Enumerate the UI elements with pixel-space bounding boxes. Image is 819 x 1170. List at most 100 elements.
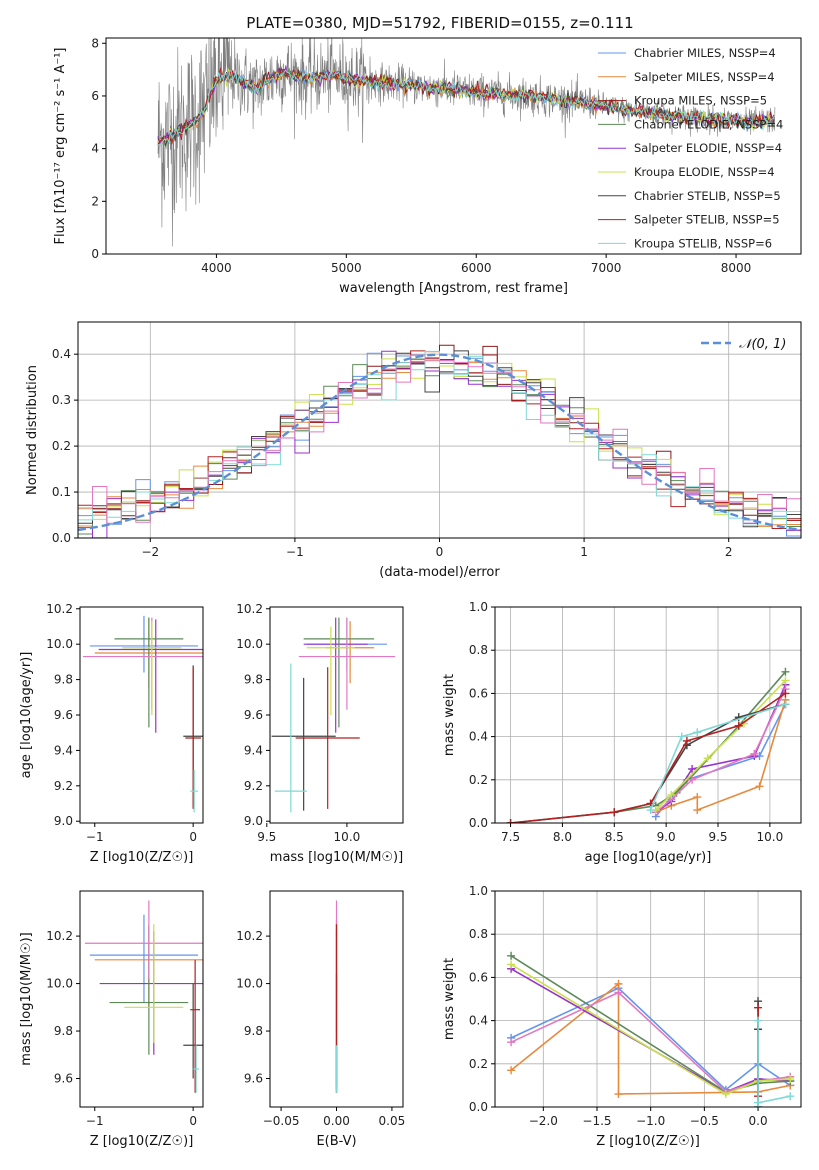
x-tick-label: 2 bbox=[725, 545, 733, 559]
residual-hist-axes: −2 −1 0 1 2 0.0 0.1 0.2 0.3 0.4 (data-model)/error… bbox=[25, 321, 802, 580]
mass-weight-marker bbox=[507, 1066, 516, 1075]
y-axis-label: age [log10(age/yr)] bbox=[19, 652, 34, 779]
legend-entry-label: Kroupa MILES, NSSP=5 bbox=[634, 94, 767, 108]
x-axis-label: mass [log10(M/M☉)] bbox=[270, 850, 403, 865]
y-tick-label: 0 bbox=[91, 247, 99, 261]
mass-weight-line bbox=[757, 1020, 791, 1107]
axes-frame bbox=[494, 606, 802, 824]
histogram-legend: 𝒩(0, 1) bbox=[701, 337, 786, 352]
histogram-step-6 bbox=[78, 358, 801, 520]
errorbar-point-1 bbox=[89, 615, 199, 673]
x-tick-label: −0.05 bbox=[263, 1114, 300, 1128]
mass-weight-marker bbox=[693, 728, 702, 737]
mass-weight-marker bbox=[703, 754, 712, 763]
histogram-step-7 bbox=[78, 350, 801, 528]
mass-weight-marker bbox=[754, 1003, 763, 1012]
y-tick-label: 9.6 bbox=[54, 708, 73, 722]
y-tick-label: 1.0 bbox=[469, 600, 488, 614]
y-tick-label: 9.8 bbox=[244, 673, 263, 687]
y-tick-label: 9.8 bbox=[54, 1024, 73, 1038]
errorbar-point-6 bbox=[306, 626, 355, 715]
mass-weight-marker bbox=[614, 979, 623, 988]
mass-weight-series-6 bbox=[651, 676, 790, 815]
mass-vs-Z-axes: −1 0 9.6 9.8 10.0 10.2 Z [log10(Z/Z☉)] mass [lo… bbox=[19, 890, 204, 1149]
legend-entry-label: Kroupa ELODIE, NSSP=4 bbox=[634, 165, 775, 179]
mass-weight-line bbox=[510, 963, 791, 1095]
x-tick-label: 7.5 bbox=[501, 830, 520, 844]
legend-entry-label: Salpeter ELODIE, NSSP=4 bbox=[634, 141, 782, 155]
residual-hist-plot-area bbox=[78, 344, 801, 538]
y-tick-label: 9.6 bbox=[244, 708, 263, 722]
y-tick-label: 10.2 bbox=[46, 929, 73, 943]
age-vs-mass-panel: 9.5 10.0 9.0 9.2 9.4 9.6 9.8 10.0 10.2 mass [log1… bbox=[236, 602, 404, 865]
mass-weight-series-9 bbox=[754, 1016, 795, 1107]
massweight-vs-age-axes: 7.5 8.0 8.5 9.0 9.5 10.0 0.0 0.2 0.4 0.6 0.8 1.0 age… bbox=[442, 600, 802, 865]
errorbar-point-3 bbox=[98, 619, 203, 733]
y-tick-label: 10.0 bbox=[46, 977, 73, 991]
mass-weight-marker bbox=[721, 1090, 730, 1099]
y-tick-label: 9.6 bbox=[54, 1072, 73, 1086]
mass-vs-metallicity-panel: −1 0 9.6 9.8 10.0 10.2 Z [log10(Z/Z☉)] mass [lo… bbox=[19, 890, 204, 1149]
massweight-vs-metallicity-panel: −2.0 −1.5 −1.0 −0.5 0.0 0.0 0.2 0.4 0.6 0.8 1.0 Z [… bbox=[442, 884, 802, 1149]
age-vs-mass-plot-area bbox=[271, 617, 395, 813]
y-axis-label: Flux [fλ10⁻¹⁷ erg cm⁻² s⁻¹ A⁻¹] bbox=[53, 48, 68, 245]
y-tick-label: 9.0 bbox=[244, 814, 263, 828]
mass-weight-marker bbox=[506, 819, 515, 823]
x-tick-label: 5000 bbox=[331, 261, 362, 275]
y-tick-label: 0.0 bbox=[52, 531, 71, 545]
y-tick-label: 9.0 bbox=[54, 814, 73, 828]
spectrum-panel: 4000 5000 6000 7000 8000 0 2 4 6 8 wavelength [Ang… bbox=[53, 36, 802, 296]
spectrum-data-line bbox=[157, 38, 776, 247]
x-tick-label: −2.0 bbox=[529, 1114, 558, 1128]
residual-histogram-panel: −2 −1 0 1 2 0.0 0.1 0.2 0.3 0.4 (data-model)/error… bbox=[25, 321, 802, 580]
mass-weight-marker bbox=[677, 732, 686, 741]
errorbar-point-3 bbox=[303, 617, 368, 733]
x-tick-label: 8.0 bbox=[553, 830, 572, 844]
figure-title: PLATE=0380, MJD=51792, FIBERID=0155, z=0… bbox=[246, 14, 633, 32]
mass-weight-marker bbox=[688, 765, 697, 773]
errorbar-point-9 bbox=[190, 769, 199, 813]
x-tick-label: 8.5 bbox=[605, 830, 624, 844]
y-axis-label: mass weight bbox=[442, 674, 457, 756]
x-tick-label: 9.5 bbox=[257, 830, 276, 844]
mass-weight-marker bbox=[682, 736, 691, 745]
y-tick-label: 9.2 bbox=[244, 779, 263, 793]
mass-vs-Z-plot-area bbox=[84, 900, 203, 1093]
x-tick-label: −0.5 bbox=[690, 1114, 719, 1128]
errorbar-point-8 bbox=[295, 667, 360, 809]
massweight-vs-age-grid bbox=[495, 606, 801, 824]
mass-weight-marker bbox=[754, 1098, 763, 1107]
spectrum-legend: Chabrier MILES, NSSP=4 Salpeter MILES, NS… bbox=[598, 46, 783, 250]
mass-vs-ebv-panel: −0.05 0.00 0.05 9.6 9.8 10.0 10.2 E(B-V) bbox=[236, 890, 405, 1149]
y-tick-label: 0.8 bbox=[469, 927, 488, 941]
legend-entry-label: Salpeter MILES, NSSP=4 bbox=[634, 70, 775, 84]
histogram-step-9 bbox=[78, 350, 801, 530]
age-vs-Z-plot-area bbox=[82, 615, 203, 813]
legend-entry-label: Chabrier ELODIE, NSSP=4 bbox=[634, 117, 783, 131]
age-vs-mass-axes: 9.5 10.0 9.0 9.2 9.4 9.6 9.8 10.0 10.2 mass [log1… bbox=[236, 602, 404, 865]
massweight-vs-Z-plot-area bbox=[507, 951, 795, 1107]
mass-weight-marker bbox=[507, 951, 516, 960]
gaussian-curve bbox=[78, 353, 799, 532]
errorbar-point-9 bbox=[193, 1045, 200, 1093]
mass-vs-ebv-axes: −0.05 0.00 0.05 9.6 9.8 10.0 10.2 E(B-V) bbox=[236, 890, 405, 1149]
y-tick-label: 0.0 bbox=[469, 1100, 488, 1114]
x-tick-label: −1 bbox=[86, 1114, 104, 1128]
mass-weight-marker bbox=[781, 689, 790, 698]
y-axis-label: mass weight bbox=[442, 958, 457, 1040]
mass-weight-series-2 bbox=[507, 979, 795, 1099]
x-tick-label: 0 bbox=[436, 545, 444, 559]
mass-weight-marker bbox=[688, 775, 697, 784]
x-tick-label: 9.5 bbox=[708, 830, 727, 844]
mass-weight-marker bbox=[667, 790, 676, 799]
errorbar-point-1 bbox=[89, 914, 199, 1003]
mass-weight-marker bbox=[614, 988, 623, 997]
x-tick-label: −2 bbox=[141, 545, 159, 559]
mass-weight-line bbox=[655, 679, 786, 811]
legend-entry-label: 𝒩(0, 1) bbox=[739, 337, 786, 352]
legend-entry-label: Kroupa STELIB, NSSP=6 bbox=[634, 236, 772, 250]
y-tick-label: 10.0 bbox=[236, 637, 263, 651]
mass-weight-series-9 bbox=[646, 700, 790, 815]
x-tick-label: 0.0 bbox=[749, 1114, 768, 1128]
